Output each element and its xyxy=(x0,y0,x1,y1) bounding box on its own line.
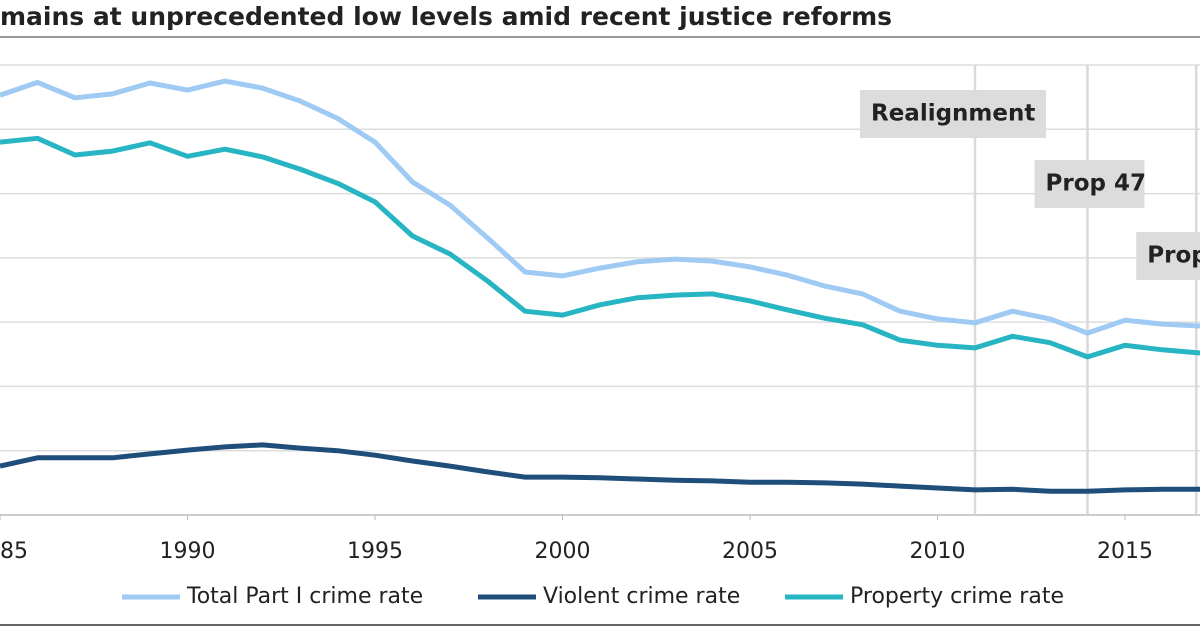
legend-label: Violent crime rate xyxy=(543,584,740,609)
x-tick-label: 1995 xyxy=(347,539,403,564)
annotation-box xyxy=(1034,160,1145,208)
x-tick-label: 85 xyxy=(0,539,28,564)
x-tick-label: 2005 xyxy=(722,539,778,564)
x-tick-label: 2015 xyxy=(1097,539,1153,564)
annotation-box xyxy=(860,90,1046,138)
legend-label: Total Part I crime rate xyxy=(186,584,423,609)
series-line xyxy=(0,135,1200,360)
x-tick-label: 2010 xyxy=(910,539,966,564)
x-tick-label: 1990 xyxy=(160,539,216,564)
annotation-label: Prop xyxy=(1147,243,1200,269)
x-tick-label: 2000 xyxy=(535,539,591,564)
annotation-box xyxy=(1136,232,1200,280)
annotation-label: Prop 47 xyxy=(1046,171,1146,197)
legend-label: Property crime rate xyxy=(850,584,1064,609)
annotation-label: Realignment xyxy=(871,101,1035,127)
chart-title: mains at unprecedented low levels amid r… xyxy=(0,2,892,31)
series-line xyxy=(0,78,1200,336)
series-line xyxy=(0,442,1200,494)
